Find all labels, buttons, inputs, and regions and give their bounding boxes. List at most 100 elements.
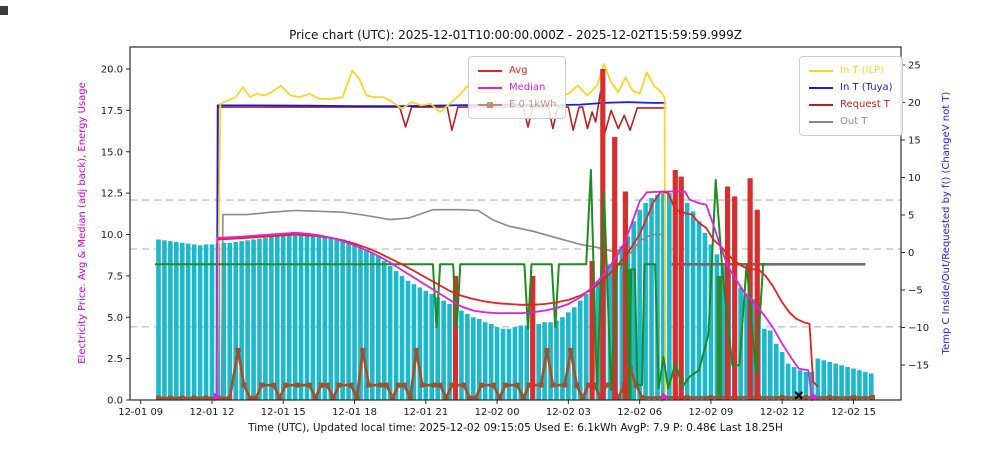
price-bar [168, 241, 173, 400]
price-bar [304, 235, 310, 400]
legend-temperature: In T (ILP) In T (Tuya) Request T Out T [799, 56, 903, 136]
red-event-bar [672, 169, 678, 400]
price-bar [684, 203, 690, 400]
price-bar [370, 252, 375, 400]
y-right-tick-label: −10 [908, 323, 929, 334]
price-bar [744, 294, 749, 400]
chart-title: Price chart (UTC): 2025-12-01T10:00:00.0… [289, 28, 742, 42]
price-bar [280, 235, 286, 400]
price-bar [334, 238, 340, 400]
legend-temp-swatch-2 [809, 103, 833, 106]
price-bar [655, 194, 660, 400]
price-bar [221, 242, 227, 400]
price-bar [762, 328, 767, 400]
e_usage-marker [869, 395, 875, 401]
price-bar [702, 232, 708, 400]
e_usage-marker [684, 395, 690, 401]
e_usage-marker [348, 382, 354, 388]
e_usage-marker [203, 395, 209, 401]
e_usage-marker [324, 382, 330, 388]
e_usage-marker [378, 382, 384, 388]
price-bar [209, 244, 215, 400]
price-bar [637, 209, 642, 400]
price-bar [269, 236, 274, 400]
e_usage-marker [479, 382, 485, 388]
price-bar [179, 242, 185, 400]
price-bar [833, 363, 838, 400]
legend-price-label-2: E 0.1kWh [509, 99, 557, 110]
price-bar [197, 245, 203, 400]
price-bar [322, 236, 328, 400]
red-event-bar [530, 275, 536, 400]
y-left-tick-label: 0.0 [107, 396, 123, 407]
x-tick-label: 12-02 12 [760, 407, 805, 418]
legend-price-swatch-1 [478, 86, 502, 89]
e_usage-marker [779, 395, 785, 401]
price-bar [768, 330, 773, 400]
price-bar [494, 327, 500, 400]
price-bar [203, 244, 209, 400]
e_usage-marker [437, 382, 443, 388]
e_usage-marker [633, 382, 639, 388]
price-bar [779, 352, 785, 400]
x-axis-label: Time (UTC), Updated local time: 2025-12-… [248, 422, 783, 434]
red-event-bar [754, 209, 760, 400]
x-tick-label: 12-01 18 [332, 407, 377, 418]
e_usage-marker [179, 395, 185, 401]
legend-temp-label-3: Out T [840, 116, 868, 127]
legend-temp-label-1: In T (Tuya) [840, 82, 893, 93]
e_usage-marker [502, 382, 508, 388]
e_usage-marker [461, 382, 467, 388]
price-bar [839, 365, 844, 400]
e_usage-marker [615, 395, 621, 401]
e_usage-marker [295, 382, 301, 388]
price-bar [257, 238, 262, 400]
price-bar [441, 300, 446, 400]
e_usage-marker [467, 395, 473, 401]
price-bar [785, 363, 791, 400]
price-bar [643, 203, 648, 400]
red-event-bar [732, 196, 738, 400]
e_usage-marker [191, 395, 197, 401]
legend-price: Avg Median E 0.1kWh [468, 56, 567, 119]
price-bar [156, 239, 161, 400]
y-right-tick-label: 25 [908, 61, 921, 72]
price-bar [465, 313, 470, 400]
y-left-tick-label: 2.5 [107, 354, 123, 365]
x-tick-label: 12-01 09 [118, 407, 163, 418]
price-bar [275, 236, 280, 400]
e_usage-marker [247, 395, 253, 401]
e_usage-marker [306, 382, 312, 388]
price-bar [286, 234, 292, 400]
e_usage-marker [407, 395, 413, 401]
y-right-axis-label: Temp C Inside/Out/Requested by f() (Chan… [941, 91, 952, 355]
median-start-end-marker [661, 392, 670, 402]
y-left-axis-label: Electricity Price. Avg & Median (adj bac… [77, 82, 88, 364]
e_usage-marker [827, 395, 833, 401]
price-bar [411, 284, 417, 400]
legend-temp-item-0: In T (ILP) [809, 62, 893, 79]
price-bar [381, 260, 387, 400]
e_usage-marker [639, 395, 645, 401]
red-event-bar [724, 186, 731, 400]
e_usage-marker [431, 382, 437, 388]
price-bar [476, 318, 482, 400]
e_usage-marker [354, 395, 360, 401]
price-bar [572, 307, 577, 400]
e_usage-marker [803, 395, 809, 401]
price-bar [328, 237, 334, 400]
e_usage-marker [491, 382, 497, 388]
y-right-tick-label: 20 [908, 98, 921, 109]
price-bar [690, 211, 696, 400]
price-bar [560, 317, 565, 400]
y-left-tick-label: 10.0 [101, 230, 123, 241]
red-event-bar [589, 260, 595, 400]
price-bar [340, 239, 345, 400]
price-bar [815, 358, 821, 400]
y-left-tick-label: 17.5 [101, 106, 123, 117]
e_usage-marker [360, 347, 366, 353]
y-left-tick-label: 7.5 [107, 271, 123, 282]
legend-price-label-1: Median [509, 82, 546, 93]
legend-temp-swatch-0 [809, 69, 833, 72]
